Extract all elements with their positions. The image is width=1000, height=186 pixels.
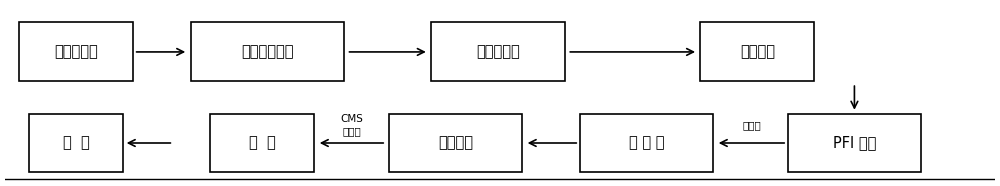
Bar	[431, 23, 565, 81]
Text: PFI 磨浆: PFI 磨浆	[833, 135, 876, 150]
Text: 打浆酶: 打浆酶	[742, 120, 761, 130]
Bar	[788, 113, 921, 172]
Bar	[19, 23, 133, 81]
Bar	[210, 113, 314, 172]
Text: 疏  解: 疏 解	[249, 135, 276, 150]
Text: 酶 处 理: 酶 处 理	[629, 135, 664, 150]
Text: CMS
丙二醇: CMS 丙二醇	[340, 114, 363, 136]
Text: 高温高压蒸煮: 高温高压蒸煮	[241, 44, 294, 60]
Text: 超声波处理: 超声波处理	[476, 44, 520, 60]
Bar	[580, 113, 713, 172]
Text: 抄  片: 抄 片	[63, 135, 90, 150]
Bar	[191, 23, 344, 81]
Text: 二次除髓: 二次除髓	[438, 135, 473, 150]
Bar	[700, 23, 814, 81]
Bar	[389, 113, 522, 172]
Bar	[29, 113, 123, 172]
Text: 茴香杆粉碎: 茴香杆粉碎	[54, 44, 98, 60]
Text: 初步除髓: 初步除髓	[740, 44, 775, 60]
